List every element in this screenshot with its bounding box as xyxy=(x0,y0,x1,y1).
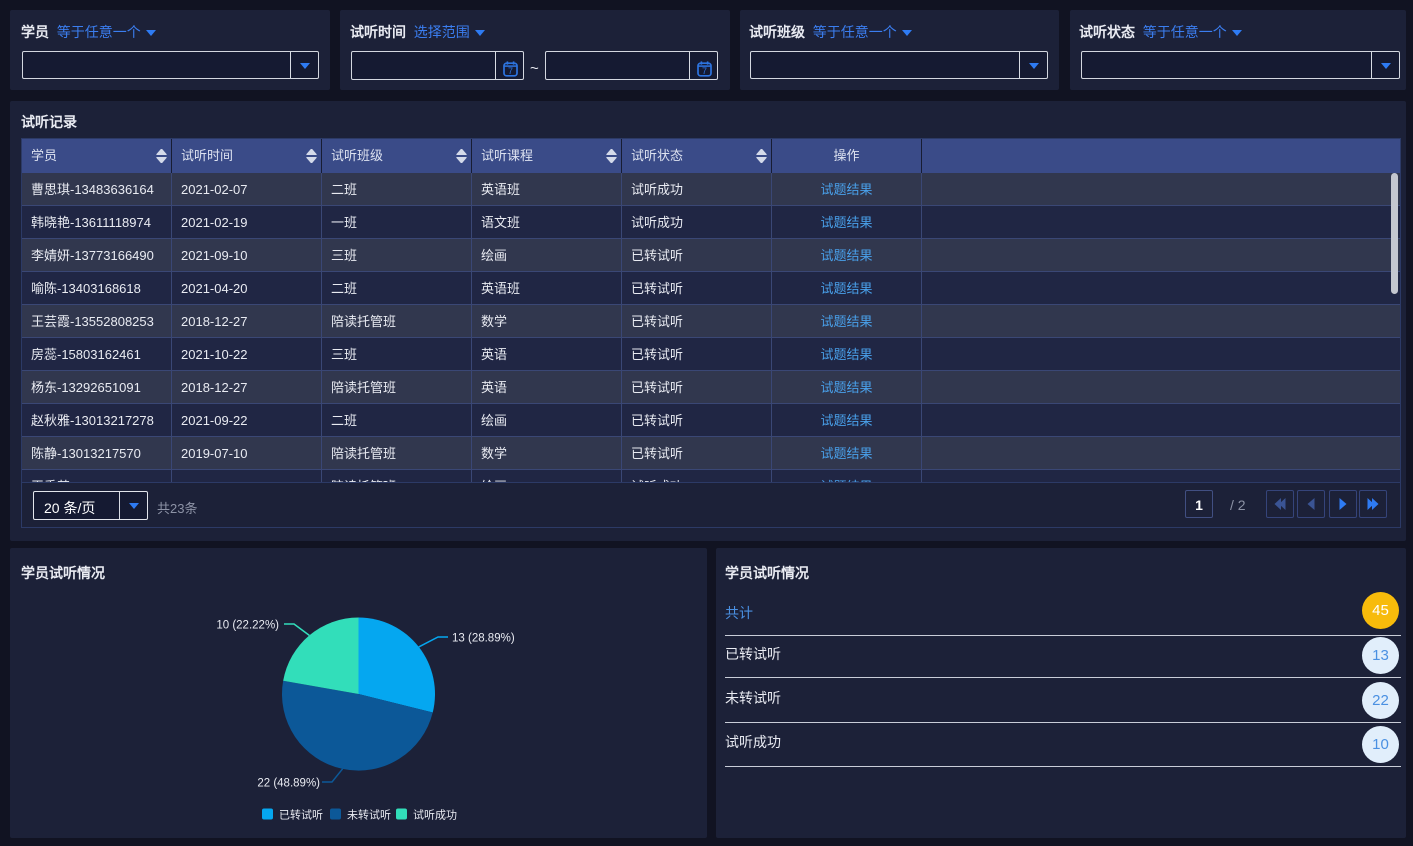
svg-text:已转试听: 已转试听 xyxy=(279,808,323,822)
svg-text:13 (28.89%): 13 (28.89%) xyxy=(452,633,515,645)
svg-text:7: 7 xyxy=(508,66,513,76)
svg-text:7: 7 xyxy=(702,66,707,76)
svg-text:10 (22.22%): 10 (22.22%) xyxy=(216,620,279,632)
svg-text:22 (48.89%): 22 (48.89%) xyxy=(257,778,320,790)
svg-text:试听成功: 试听成功 xyxy=(413,809,457,822)
svg-text:未转试听: 未转试听 xyxy=(347,808,391,822)
